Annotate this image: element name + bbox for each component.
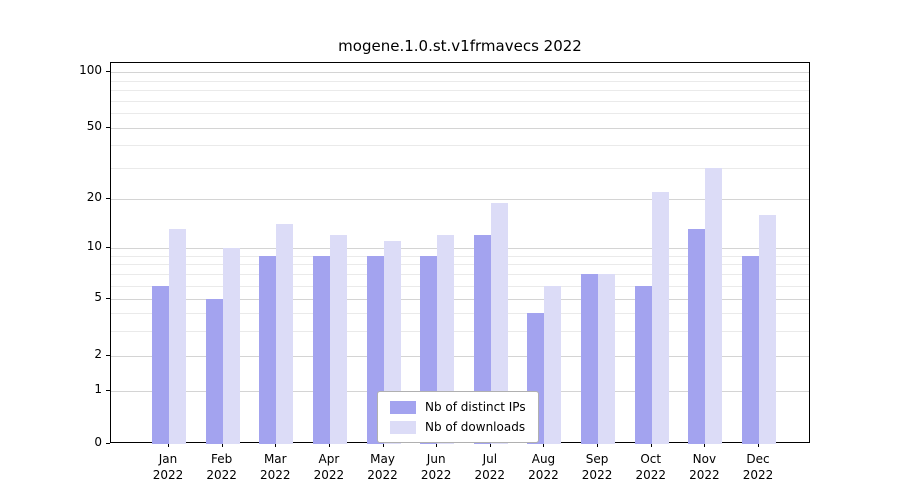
y-tick-mark bbox=[106, 127, 110, 128]
legend-swatch-ips bbox=[390, 400, 416, 414]
x-tick-label: May 2022 bbox=[367, 452, 398, 482]
x-tick-label: Jun 2022 bbox=[420, 452, 452, 482]
x-tick-label: Oct 2022 bbox=[635, 452, 666, 482]
legend-label-downloads: Nb of downloads bbox=[425, 420, 526, 434]
x-tick-label: Jan 2022 bbox=[152, 452, 184, 482]
gridline-minor bbox=[111, 100, 809, 102]
gridline-minor bbox=[111, 312, 809, 314]
gridline-minor bbox=[111, 113, 809, 115]
y-tick-label: 1 bbox=[94, 382, 102, 396]
bar-distinct-ips-oct bbox=[634, 285, 652, 444]
legend: Nb of distinct IPs Nb of downloads bbox=[377, 391, 539, 443]
x-tick-label: Dec 2022 bbox=[742, 452, 774, 482]
gridline-minor bbox=[111, 264, 809, 266]
y-tick-mark bbox=[106, 390, 110, 391]
gridline-minor bbox=[111, 330, 809, 332]
gridline-major bbox=[111, 299, 809, 300]
x-tick-label: Nov 2022 bbox=[689, 452, 720, 482]
x-tick-mark bbox=[328, 443, 330, 447]
y-tick-label: 100 bbox=[79, 63, 102, 77]
gridline-minor bbox=[111, 255, 809, 257]
y-tick-label: 2 bbox=[94, 347, 102, 361]
bar-downloads-feb bbox=[222, 248, 240, 444]
x-tick-mark bbox=[275, 443, 277, 447]
y-tick-mark bbox=[106, 298, 110, 299]
bar-distinct-ips-apr bbox=[312, 255, 330, 444]
x-tick-mark bbox=[650, 443, 652, 447]
y-tick-mark bbox=[106, 247, 110, 248]
x-tick-label: Apr 2022 bbox=[313, 452, 345, 482]
gridline-major bbox=[111, 199, 809, 200]
bar-downloads-nov bbox=[705, 167, 723, 444]
bar-distinct-ips-feb bbox=[205, 299, 223, 444]
x-tick-mark bbox=[382, 443, 384, 447]
x-tick-label: Sep 2022 bbox=[581, 452, 613, 482]
bar-downloads-apr bbox=[329, 235, 347, 444]
gridline-major bbox=[111, 248, 809, 249]
x-tick-label: Feb 2022 bbox=[206, 452, 237, 482]
y-tick-label: 5 bbox=[94, 290, 102, 304]
legend-item-distinct-ips: Nb of distinct IPs bbox=[390, 400, 526, 414]
y-tick-mark bbox=[106, 443, 110, 444]
gridline-major bbox=[111, 72, 809, 73]
x-tick-mark bbox=[436, 443, 438, 447]
bar-downloads-jan bbox=[169, 229, 186, 444]
y-tick-label: 10 bbox=[86, 239, 102, 253]
bar-distinct-ips-nov bbox=[688, 229, 706, 444]
plot-area: Nb of distinct IPs Nb of downloads bbox=[110, 62, 810, 444]
gridline-major bbox=[111, 356, 809, 357]
bar-downloads-jul bbox=[490, 202, 508, 444]
x-tick-mark bbox=[489, 443, 491, 447]
gridline-minor bbox=[111, 274, 809, 276]
gridline-minor bbox=[111, 80, 809, 82]
bar-downloads-dec bbox=[759, 214, 776, 444]
x-tick-label: Jul 2022 bbox=[474, 452, 506, 482]
bar-distinct-ips-dec bbox=[742, 255, 759, 444]
x-tick-mark bbox=[221, 443, 223, 447]
legend-label-ips: Nb of distinct IPs bbox=[425, 400, 526, 414]
y-tick-mark bbox=[106, 355, 110, 356]
y-tick-mark bbox=[106, 71, 110, 72]
y-tick-mark bbox=[106, 198, 110, 199]
legend-swatch-downloads bbox=[390, 420, 416, 434]
y-tick-label: 20 bbox=[86, 190, 102, 204]
legend-item-downloads: Nb of downloads bbox=[390, 420, 526, 434]
x-tick-label: Mar 2022 bbox=[259, 452, 291, 482]
bar-downloads-mar bbox=[276, 224, 294, 444]
y-tick-label: 50 bbox=[86, 119, 102, 133]
x-tick-mark bbox=[168, 443, 169, 447]
x-tick-mark bbox=[597, 443, 599, 447]
x-tick-label: Aug 2022 bbox=[528, 452, 559, 482]
bar-downloads-aug bbox=[544, 285, 562, 444]
x-tick-mark bbox=[758, 443, 759, 447]
x-tick-mark bbox=[543, 443, 545, 447]
gridline-major bbox=[111, 128, 809, 129]
bar-distinct-ips-sep bbox=[581, 274, 599, 444]
x-tick-mark bbox=[704, 443, 706, 447]
bar-downloads-sep bbox=[598, 274, 616, 444]
gridline-minor bbox=[111, 145, 809, 147]
gridline-minor bbox=[111, 285, 809, 287]
chart-title: mogene.1.0.st.v1frmavecs 2022 bbox=[338, 37, 582, 55]
y-tick-label: 0 bbox=[94, 435, 102, 449]
gridline-minor bbox=[111, 167, 809, 169]
bar-downloads-oct bbox=[651, 191, 669, 444]
bar-distinct-ips-jan bbox=[152, 285, 169, 444]
bar-distinct-ips-mar bbox=[259, 255, 277, 444]
gridline-minor bbox=[111, 90, 809, 92]
